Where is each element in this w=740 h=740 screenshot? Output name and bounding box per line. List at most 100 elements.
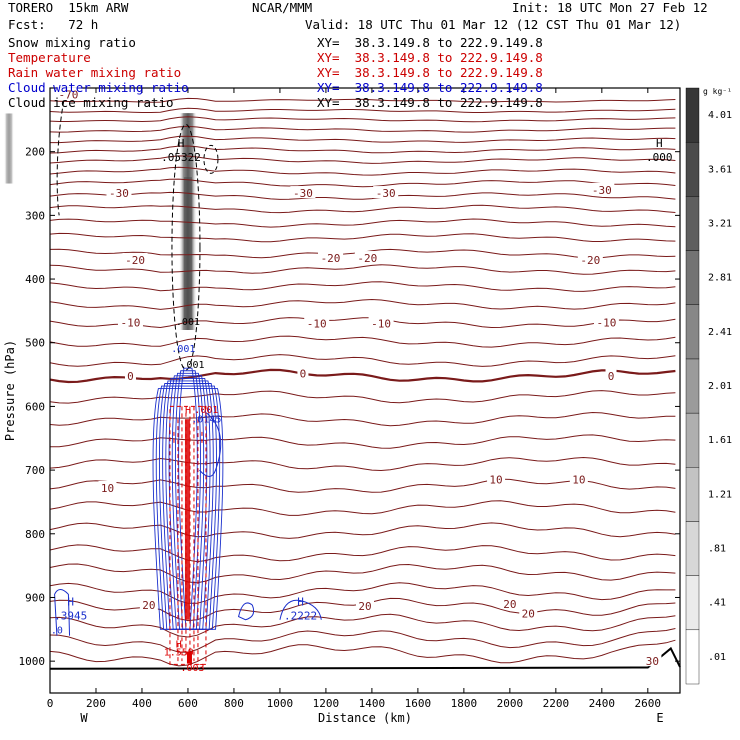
isotherm-line (49, 145, 676, 154)
y-axis-label: Pressure (hPa) (3, 340, 17, 441)
y-tick-label: 500 (25, 337, 45, 350)
isotherm-label-bg (500, 596, 519, 609)
field-contour-label: .001 (171, 344, 195, 355)
model-title: TORERO 15km ARW (8, 0, 129, 15)
isotherm-label: -70 (58, 88, 78, 101)
field-xy-cloud-ice: XY= 38.3.149.8 to 222.9.149.8 (317, 95, 543, 110)
isotherm-label: -10 (121, 316, 141, 329)
x-tick-label: 1600 (405, 697, 432, 710)
isotherm-line (49, 264, 676, 275)
colorbar-label: 3.61 (708, 164, 732, 175)
isotherm-label-bg (318, 251, 344, 264)
rain-core (184, 419, 190, 620)
isotherm-line (49, 456, 676, 472)
isotherm-line (49, 582, 676, 604)
isotherm-label-bg (124, 368, 136, 381)
isotherm-line (49, 204, 676, 214)
isotherm-line (49, 281, 676, 292)
valid-time: Valid: 18 UTC Thu 01 Mar 12 (12 CST Thu … (305, 17, 682, 32)
x-tick-label: 2600 (635, 697, 662, 710)
isotherm-label: -30 (592, 184, 612, 197)
x-tick-label: 400 (132, 697, 152, 710)
isotherm-label-bg (589, 182, 615, 195)
max-marker-value: .2222 (284, 609, 317, 622)
isotherm-label-bg (139, 598, 158, 611)
field-xy-snow: XY= 38.3.149.8 to 222.9.149.8 (317, 35, 543, 50)
isotherm-line (49, 107, 676, 113)
cloud-ice-contour-small (203, 144, 219, 174)
colorbar: .01 .41 .81 1.21 1.61 2.01 2.41 2.81 3.21 3.61 4.0… (685, 87, 732, 685)
cloud-water-contour-left (54, 589, 71, 636)
colorbar-band (685, 467, 700, 522)
isotherm-line (49, 544, 676, 563)
isotherm-label-bg (373, 186, 399, 199)
max-marker-letter: H (67, 595, 74, 608)
y-tick-label: 800 (25, 528, 45, 541)
isotherm-line (49, 390, 676, 404)
isotherm-label: -20 (580, 254, 600, 267)
x-tick-label: 2200 (543, 697, 570, 710)
plot-area (50, 88, 680, 693)
plot-background (50, 88, 680, 693)
field-name-snow: Snow mixing ratio (8, 35, 136, 50)
x-axis-east-label: E (656, 711, 663, 725)
isotherm-label-bg (297, 366, 309, 379)
field-contour-label: H (185, 406, 191, 417)
colorbar-band (685, 196, 700, 251)
isotherm-line (49, 116, 676, 123)
isotherm-line (49, 628, 676, 653)
cloud-ice-contour-edge (56, 100, 65, 216)
field-contour-label: .001 (181, 360, 205, 371)
isotherm-label-bg (569, 472, 588, 485)
colorbar-label: 1.21 (708, 489, 732, 500)
isotherm-label-bg (368, 316, 394, 329)
isotherm-label: 20 (503, 598, 516, 611)
cloud-water-contour (152, 388, 224, 630)
snow-edge-shading (4, 113, 14, 184)
field-name-rain: Rain water mixing ratio (8, 65, 182, 80)
isotherm-label: 10 (489, 474, 502, 487)
isotherm-label-bg (605, 368, 617, 381)
plot-frame (49, 87, 681, 694)
colorbar-band (685, 141, 700, 197)
rain-water-contours (169, 405, 207, 665)
y-tick-label: 200 (25, 146, 45, 159)
isotherm-label: 0 (608, 370, 615, 383)
y-tick-label: 600 (25, 400, 45, 413)
isotherm-line (49, 335, 676, 348)
field-xy-cloud-water: XY= 38.3.149.8 to 222.9.149.8 (317, 80, 543, 95)
isotherm-line (49, 178, 676, 188)
colorbar-label: 1.61 (708, 435, 732, 446)
colorbar-band (685, 304, 700, 360)
colorbar-label: 2.41 (708, 327, 732, 338)
isotherm-label: 0 (127, 370, 134, 383)
x-axis-label: Distance (km) (318, 711, 412, 725)
isotherm-label-bg (577, 252, 603, 265)
x-tick-label: 1800 (451, 697, 478, 710)
field-contour-label: H (176, 639, 182, 650)
rain-core-base (186, 651, 192, 664)
isotherm-label: 0 (300, 367, 307, 380)
y-tick-label: 400 (25, 273, 45, 286)
colorbar-band (685, 250, 700, 305)
max-marker-letter: H (178, 137, 185, 150)
isotherm-line (49, 155, 676, 164)
x-tick-label: 800 (224, 697, 244, 710)
field-xy-rain: XY= 38.3.149.8 to 222.9.149.8 (317, 65, 543, 80)
y-tick-label: 1000 (19, 655, 46, 668)
cloud-water-contour-mid (279, 599, 322, 620)
isotherm-label-bg (122, 252, 148, 265)
field-name-cloud-ice: Cloud ice mixing ratio (8, 95, 174, 110)
isotherm-line (49, 639, 676, 667)
colorbar-label: .01 (708, 652, 726, 663)
isotherm-line (49, 317, 676, 329)
isotherm-label-bg (98, 480, 117, 493)
isotherm-label-bg (519, 606, 538, 619)
colorbar-label: 2.81 (708, 273, 732, 284)
colorbar-band (685, 629, 700, 685)
isotherm-label: 10 (572, 474, 585, 487)
colorbar-band (685, 521, 700, 576)
x-tick-label: 200 (86, 697, 106, 710)
colorbar-unit: g kg⁻¹ (703, 87, 732, 96)
isotherm-line (49, 191, 676, 200)
